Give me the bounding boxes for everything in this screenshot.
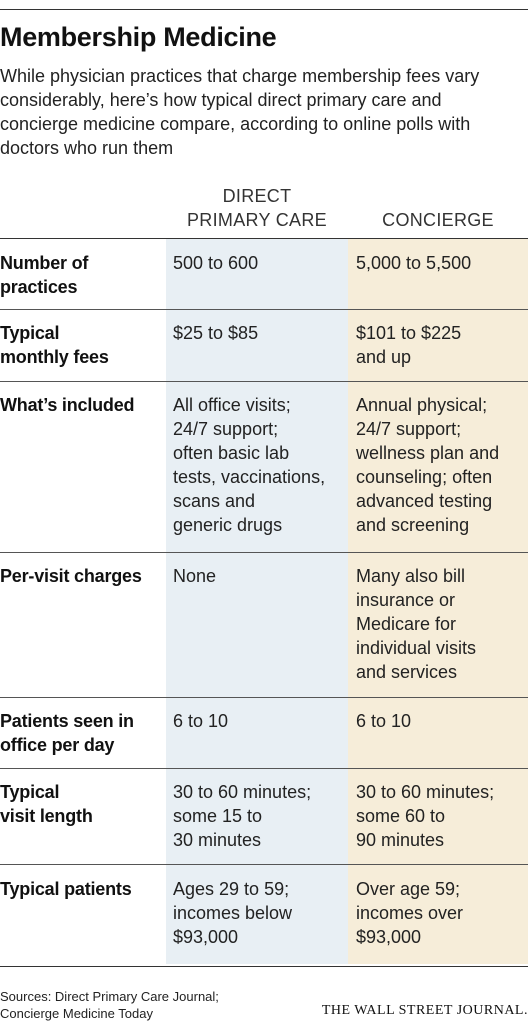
- text-line: Number of: [0, 253, 89, 273]
- text-line: $25 to $85: [173, 323, 259, 343]
- cell-dpc-typical-visit-length: 30 to 60 minutes; some 15 to 30 minutes: [173, 780, 345, 852]
- text-line: insurance or: [356, 590, 456, 610]
- row-label-per-visit-charges: Per-visit charges: [0, 564, 164, 588]
- text-line: Annual physical;: [356, 395, 488, 415]
- text-line: Ages 29 to 59;: [173, 879, 290, 899]
- text-line: Over age 59;: [356, 879, 461, 899]
- text-line: individual visits: [356, 638, 477, 658]
- text-line: Medicare for: [356, 614, 457, 634]
- cell-dpc-patients-seen-per-day: 6 to 10: [173, 709, 345, 733]
- cell-dpc-per-visit-charges: None: [173, 564, 345, 588]
- cell-dpc-typical-monthly-fees: $25 to $85: [173, 321, 345, 345]
- text-line: None: [173, 566, 217, 586]
- top-rule: [0, 9, 528, 10]
- text-line: incomes over: [356, 903, 464, 923]
- row-label-whats-included: What’s included: [0, 393, 164, 417]
- cell-concierge-typical-patients: Over age 59; incomes over $93,000: [356, 877, 528, 949]
- cell-dpc-number-of-practices: 500 to 600: [173, 251, 345, 275]
- cell-concierge-patients-seen-per-day: 6 to 10: [356, 709, 528, 733]
- text-line: $101 to $225: [356, 323, 462, 343]
- text-line: tests, vaccinations,: [173, 467, 326, 487]
- row-divider: [0, 381, 528, 382]
- text-line: 30 minutes: [173, 830, 262, 850]
- text-line: counseling; often: [356, 467, 493, 487]
- text-line: 5,000 to 5,500: [356, 253, 472, 273]
- text-line: Typical: [0, 323, 60, 343]
- page-title: Membership Medicine: [0, 22, 277, 52]
- row-label-number-of-practices: Number of practices: [0, 251, 164, 299]
- text-line: incomes below: [173, 903, 293, 923]
- text-line: 24/7 support;: [356, 419, 462, 439]
- text-line: office per day: [0, 735, 115, 755]
- text-line: often basic lab: [173, 443, 290, 463]
- row-divider: [0, 864, 528, 865]
- row-label-typical-visit-length: Typical visit length: [0, 780, 164, 828]
- text-line: and up: [356, 347, 412, 367]
- row-divider: [0, 697, 528, 698]
- text-line: 6 to 10: [356, 711, 412, 731]
- text-line: Typical: [0, 782, 60, 802]
- cell-concierge-per-visit-charges: Many also bill insurance or Medicare for…: [356, 564, 528, 684]
- text-line: $93,000: [173, 927, 239, 947]
- column-header-line: PRIMARY CARE: [187, 210, 327, 230]
- text-line: 24/7 support;: [173, 419, 279, 439]
- header-rule: [0, 238, 528, 239]
- publisher-logo-text: THE WALL STREET JOURNAL.: [321, 1003, 528, 1018]
- text-line: monthly fees: [0, 347, 109, 367]
- text-line: some 60 to: [356, 806, 446, 826]
- row-divider: [0, 552, 528, 553]
- source-note: Sources: Direct Primary Care Journal; Co…: [0, 988, 300, 1022]
- cell-dpc-whats-included: All office visits; 24/7 support; often b…: [173, 393, 345, 537]
- text-line: Per-visit charges: [0, 566, 142, 586]
- text-line: generic drugs: [173, 515, 283, 535]
- text-line: 30 to 60 minutes;: [173, 782, 312, 802]
- text-line: 6 to 10: [173, 711, 229, 731]
- text-line: Typical patients: [0, 879, 132, 899]
- cell-concierge-number-of-practices: 5,000 to 5,500: [356, 251, 528, 275]
- text-line: advanced testing: [356, 491, 493, 511]
- cell-concierge-typical-monthly-fees: $101 to $225 and up: [356, 321, 528, 369]
- subtitle: While physician practices that charge me…: [0, 66, 480, 158]
- text-line: and screening: [356, 515, 470, 535]
- concierge-column-background: [348, 239, 528, 964]
- text-line: Concierge Medicine Today: [0, 1006, 153, 1021]
- column-header-line: DIRECT: [222, 186, 292, 206]
- dpc-column-background: [166, 239, 348, 964]
- text-line: wellness plan and: [356, 443, 500, 463]
- cell-concierge-whats-included: Annual physical; 24/7 support; wellness …: [356, 393, 528, 537]
- text-line: What’s included: [0, 395, 135, 415]
- text-line: visit length: [0, 806, 93, 826]
- text-line: Patients seen in: [0, 711, 134, 731]
- column-header-concierge: CONCIERGE: [382, 210, 494, 230]
- text-line: 30 to 60 minutes;: [356, 782, 495, 802]
- row-divider: [0, 309, 528, 310]
- text-line: $93,000: [356, 927, 422, 947]
- text-line: 500 to 600: [173, 253, 259, 273]
- column-header-direct-primary-care: DIRECT PRIMARY CARE: [166, 184, 348, 232]
- text-line: 90 minutes: [356, 830, 445, 850]
- text-line: some 15 to: [173, 806, 263, 826]
- row-label-typical-patients: Typical patients: [0, 877, 164, 901]
- row-divider: [0, 768, 528, 769]
- cell-dpc-typical-patients: Ages 29 to 59; incomes below $93,000: [173, 877, 345, 949]
- bottom-rule: [0, 966, 528, 967]
- row-label-typical-monthly-fees: Typical monthly fees: [0, 321, 164, 369]
- cell-concierge-typical-visit-length: 30 to 60 minutes; some 60 to 90 minutes: [356, 780, 528, 852]
- text-line: All office visits;: [173, 395, 291, 415]
- text-line: practices: [0, 277, 78, 297]
- text-line: and services: [356, 662, 458, 682]
- text-line: scans and: [173, 491, 256, 511]
- text-line: Many also bill: [356, 566, 466, 586]
- row-label-patients-seen-per-day: Patients seen in office per day: [0, 709, 164, 757]
- text-line: Sources: Direct Primary Care Journal;: [0, 989, 219, 1004]
